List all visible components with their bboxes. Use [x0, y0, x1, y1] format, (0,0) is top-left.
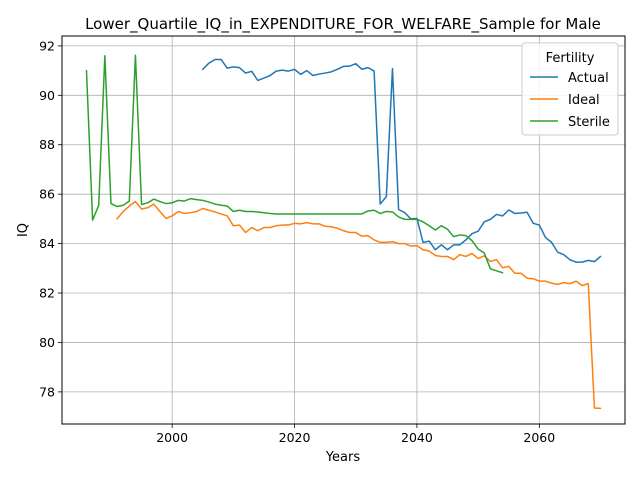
y-tick-label: 84 [39, 236, 55, 251]
series-lines [85, 54, 602, 410]
legend-label-ideal: Ideal [568, 93, 600, 108]
y-tick-label: 88 [39, 137, 55, 152]
series-line-actual [202, 58, 602, 263]
legend-label-actual: Actual [568, 71, 609, 86]
series-line-ideal [116, 200, 602, 410]
y-tick-label: 80 [39, 335, 55, 350]
y-tick-label: 90 [39, 88, 55, 103]
legend-box [521, 42, 619, 136]
legend-label-sterile: Sterile [568, 115, 610, 130]
x-axis-label: Years [325, 450, 361, 465]
x-tick-label: 2040 [401, 430, 433, 445]
y-tick-label: 82 [39, 286, 55, 301]
x-tick-label: 2020 [279, 430, 311, 445]
axis-ticks: 2000 2020 2040 2060 78 80 82 84 86 88 90 92 [39, 38, 555, 445]
y-tick-label: 86 [39, 187, 55, 202]
y-axis-label: IQ [16, 223, 31, 237]
y-tick-label: 92 [39, 38, 55, 53]
legend: Fertility Actual Ideal Sterile [521, 42, 619, 136]
x-tick-label: 2060 [523, 430, 555, 445]
y-tick-label: 78 [39, 384, 55, 399]
chart-title: Lower_Quartile_IQ_in_EXPENDITURE_FOR_WEL… [85, 15, 601, 34]
series-line-sterile [85, 54, 504, 274]
legend-title: Fertility [546, 51, 595, 66]
plot-frame [61, 35, 626, 425]
x-tick-label: 2000 [156, 430, 188, 445]
